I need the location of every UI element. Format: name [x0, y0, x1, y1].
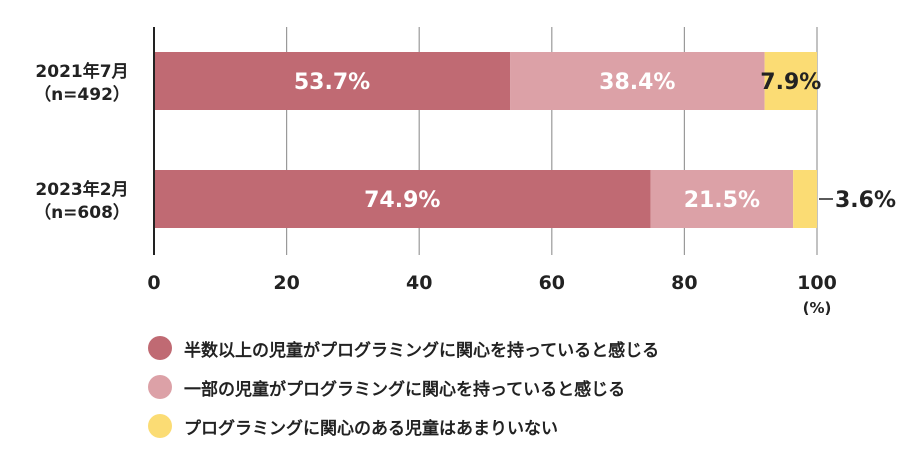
- legend-swatch-majority: [148, 336, 172, 360]
- legend-label-majority: 半数以上の児童がプログラミングに関心を持っていると感じる: [184, 340, 660, 361]
- data-label-0-1: 38.4%: [599, 70, 675, 95]
- legend-label-some: 一部の児童がプログラミングに関心を持っていると感じる: [184, 379, 626, 400]
- bar-segment-1-2: [793, 170, 817, 228]
- legend-label-few: プログラミングに関心のある児童はあまりいない: [184, 418, 558, 439]
- x-tick-0: 0: [147, 272, 160, 294]
- category-labels: 2021年7月（n=492） 2023年2月（n=608）: [34, 61, 130, 223]
- bar-segment-0-1: [510, 52, 765, 110]
- category-label-0-line2: （n=492）: [34, 84, 130, 105]
- data-labels: 53.7% 38.4% 7.9% 74.9% 21.5% 3.6%: [294, 70, 896, 213]
- legend-swatch-few: [148, 414, 172, 438]
- x-unit-label: (%): [803, 299, 832, 317]
- bar-segment-1-1: [650, 170, 794, 228]
- category-label-0-line1: 2021年7月: [35, 61, 128, 82]
- legend-item-majority: 半数以上の児童がプログラミングに関心を持っていると感じる: [148, 333, 659, 363]
- data-label-1-2: 3.6%: [835, 188, 896, 213]
- x-tick-labels: 0 20 40 60 80 100: [147, 272, 836, 294]
- bar-segment-0-2: [764, 52, 817, 110]
- legend-item-some: 一部の児童がプログラミングに関心を持っていると感じる: [148, 372, 659, 402]
- x-tick-80: 80: [671, 272, 697, 294]
- stacked-bar-chart: 53.7% 38.4% 7.9% 74.9% 21.5% 3.6% 2021年7月（n=4…: [34, 27, 896, 317]
- legend-swatch-some: [148, 375, 172, 399]
- x-tick-60: 60: [539, 272, 565, 294]
- data-label-0-2: 7.9%: [760, 70, 821, 95]
- data-label-1-0: 74.9%: [364, 188, 440, 213]
- x-tick-100: 100: [797, 272, 837, 294]
- data-label-0-0: 53.7%: [294, 70, 370, 95]
- x-tick-40: 40: [406, 272, 432, 294]
- legend: 半数以上の児童がプログラミングに関心を持っていると感じる 一部の児童がプログラミ…: [148, 333, 659, 450]
- bar-segment-1-0: [154, 170, 651, 228]
- x-tick-20: 20: [273, 272, 299, 294]
- data-label-1-1: 21.5%: [684, 188, 760, 213]
- bars: [154, 52, 817, 228]
- legend-item-few: プログラミングに関心のある児童はあまりいない: [148, 411, 659, 441]
- category-label-1-line2: （n=608）: [34, 202, 130, 223]
- category-label-1-line1: 2023年2月: [35, 179, 128, 200]
- bar-segment-0-0: [154, 52, 511, 110]
